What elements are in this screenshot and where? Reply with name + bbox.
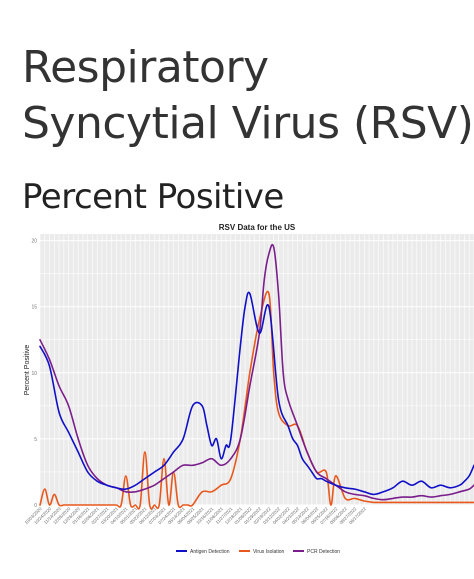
page-subtitle: Percent Positive bbox=[22, 177, 284, 217]
y-tick-label: 10 bbox=[31, 371, 37, 377]
x-axis-ticks: 10/03/202010/24/202011/14/202012/05/2020… bbox=[24, 506, 368, 525]
legend-label-antigen-detection: Antigen Detection bbox=[190, 549, 230, 555]
chart-legend: Antigen Detection Virus Isolation PCR Dete… bbox=[176, 549, 340, 555]
page-title: Respiratory Syncytial Virus (RSV) bbox=[22, 40, 474, 152]
chart-title: RSV Data for the US bbox=[219, 223, 296, 232]
y-axis-label: Percent Positive bbox=[24, 345, 31, 396]
series-line-virus-isolation bbox=[39, 290, 474, 510]
series-line-antigen-detection bbox=[39, 291, 474, 496]
legend-label-pcr-detection: PCR Detection bbox=[307, 549, 340, 555]
rsv-line-chart: 0 5 10 15 20 10/03/202010/24/202011/14/20201… bbox=[24, 223, 474, 555]
legend-label-virus-isolation: Virus Isolation bbox=[253, 549, 285, 555]
y-axis-ticks: 0 5 10 15 20 bbox=[31, 239, 37, 509]
y-tick-label: 20 bbox=[31, 239, 37, 245]
y-tick-label: 15 bbox=[31, 305, 37, 311]
page-title-line-1: Respiratory bbox=[22, 42, 269, 93]
series-lines bbox=[39, 243, 474, 510]
x-grid bbox=[39, 234, 474, 505]
page-title-line-2: Syncytial Virus (RSV) bbox=[22, 98, 474, 149]
plot-background bbox=[40, 234, 474, 505]
y-tick-label: 5 bbox=[34, 437, 37, 443]
y-tick-label: 0 bbox=[34, 503, 37, 509]
y-grid bbox=[40, 240, 474, 506]
